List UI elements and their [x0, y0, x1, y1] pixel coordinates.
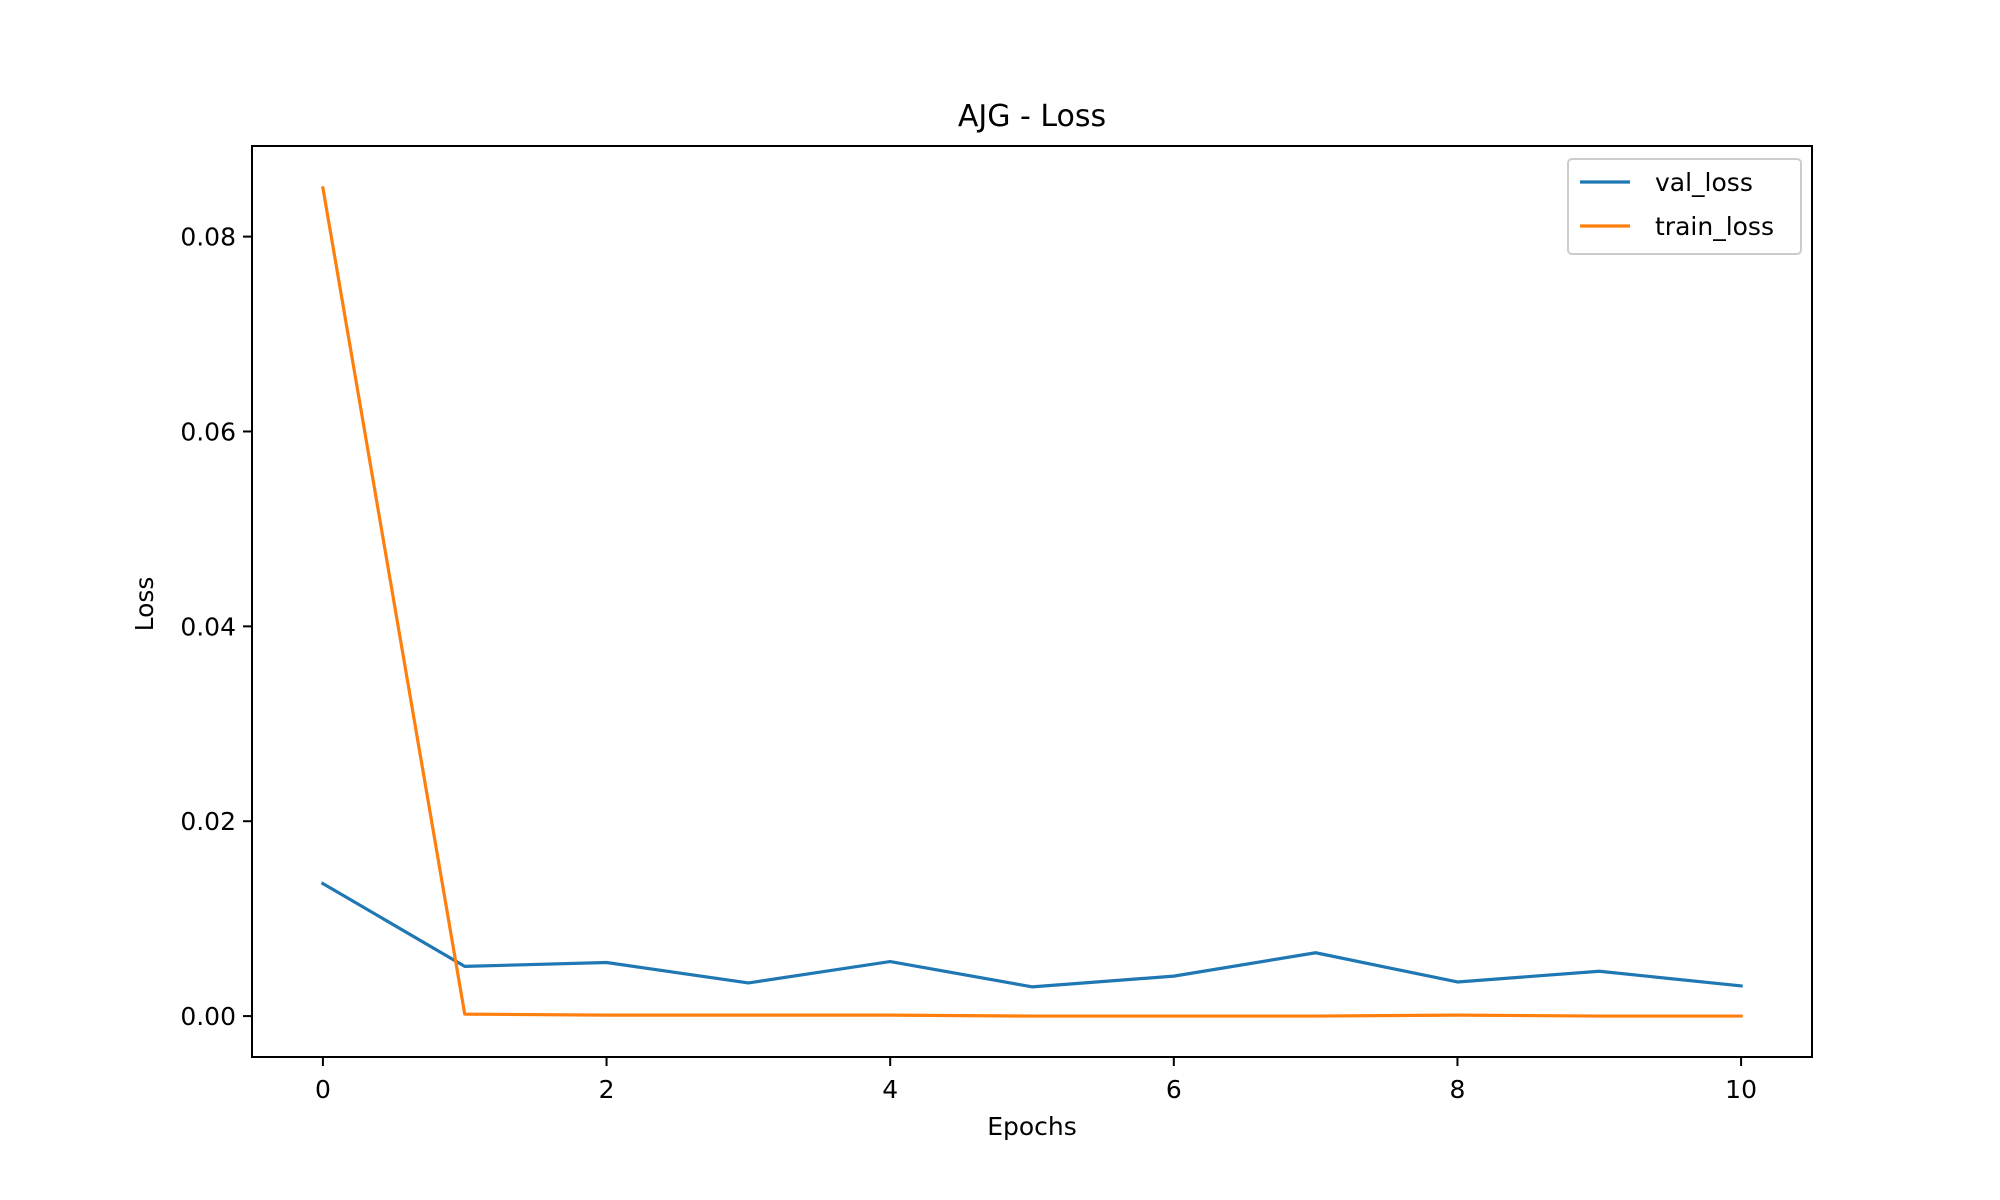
plot-frame: [251, 145, 1813, 1058]
x-tick-label: 10: [1725, 1075, 1757, 1104]
series-line-val-loss: [320, 881, 1743, 989]
chart-title: AJG - Loss: [958, 99, 1106, 134]
x-tick-label: 0: [315, 1075, 331, 1104]
series-line-train-loss: [321, 186, 1743, 1018]
x-tick-label: 4: [882, 1075, 898, 1104]
legend-label-val-loss: val_loss: [1655, 168, 1753, 197]
y-tick-label: 0.02: [180, 807, 236, 836]
legend-label-train-loss: train_loss: [1655, 212, 1774, 241]
x-tick-label: 8: [1450, 1075, 1466, 1104]
y-tick-label: 0.08: [180, 223, 236, 252]
y-axis-label: Loss: [130, 577, 159, 632]
x-axis-label: Epochs: [987, 1112, 1077, 1141]
y-tick-label: 0.06: [180, 417, 236, 446]
y-tick-label: 0.00: [180, 1002, 236, 1031]
y-tick-label: 0.04: [180, 612, 236, 641]
x-tick-label: 6: [1166, 1075, 1182, 1104]
x-tick-label: 2: [599, 1075, 615, 1104]
plot-area: 0 2 4 6 8 10 0.00 0.02 0.04 0.06 0.08 val_losstrain…: [180, 145, 1813, 1104]
